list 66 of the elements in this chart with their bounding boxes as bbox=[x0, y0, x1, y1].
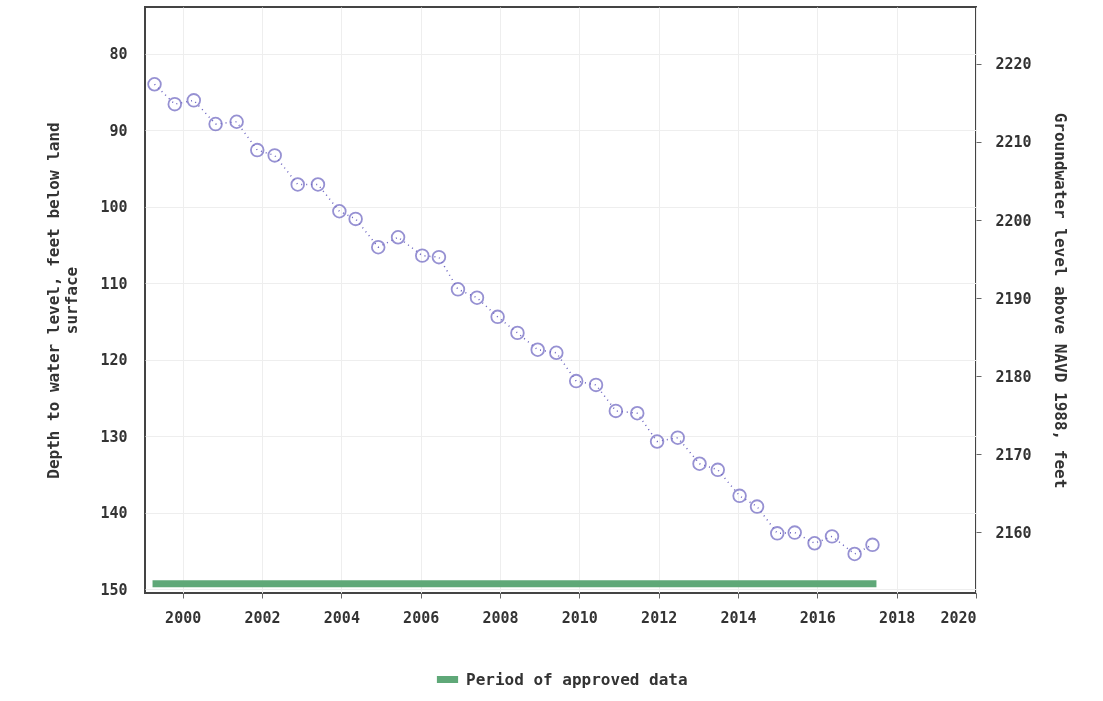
point bbox=[490, 309, 505, 325]
point bbox=[549, 345, 564, 360]
point bbox=[431, 249, 447, 265]
point bbox=[290, 177, 305, 192]
point bbox=[390, 230, 406, 245]
point bbox=[568, 373, 584, 389]
y-axis-title: Depth to water level, feet below land surface bbox=[44, 122, 82, 479]
x-tick-label: 2012 bbox=[641, 608, 678, 627]
point bbox=[630, 406, 645, 421]
point bbox=[824, 529, 840, 544]
y2-tick-label: 2220 bbox=[995, 55, 1032, 74]
point bbox=[865, 537, 880, 553]
point bbox=[732, 488, 747, 504]
x-tick-label: 2010 bbox=[561, 608, 598, 627]
y-tick-label: 130 bbox=[100, 427, 128, 446]
x-tick-label: 2000 bbox=[165, 608, 202, 627]
legend-label: Period of approved data bbox=[466, 669, 688, 689]
point bbox=[749, 499, 765, 514]
point bbox=[415, 248, 430, 263]
point bbox=[147, 77, 162, 92]
point bbox=[588, 377, 604, 393]
point bbox=[267, 148, 282, 163]
x-tick-label: 2008 bbox=[482, 608, 519, 627]
point bbox=[348, 211, 363, 227]
x-tick-label: 2004 bbox=[323, 608, 360, 627]
point bbox=[807, 536, 822, 551]
x-tick-label: 2018 bbox=[879, 608, 916, 627]
y2-tick-label: 2190 bbox=[995, 289, 1032, 308]
point bbox=[250, 142, 265, 158]
point bbox=[469, 290, 485, 305]
point bbox=[692, 456, 707, 471]
point bbox=[208, 116, 223, 132]
point bbox=[670, 430, 685, 445]
y2-tick-label: 2170 bbox=[995, 445, 1032, 464]
y-tick-label: 90 bbox=[109, 121, 128, 140]
y-tick-label: 120 bbox=[100, 351, 128, 370]
x-tick-label: 2016 bbox=[799, 608, 836, 627]
y-tick-label: 110 bbox=[100, 274, 128, 293]
point bbox=[510, 325, 525, 341]
x-tick-label: 2006 bbox=[403, 608, 440, 627]
point bbox=[186, 93, 202, 108]
y-tick-label: 80 bbox=[109, 45, 128, 64]
y2-tick-label: 2180 bbox=[995, 367, 1032, 386]
point bbox=[770, 526, 785, 541]
x-tick-label: 2002 bbox=[244, 608, 281, 627]
point bbox=[530, 342, 545, 357]
y-tick-label: 150 bbox=[100, 580, 128, 599]
y-tick-label: 140 bbox=[100, 504, 128, 523]
point bbox=[787, 525, 802, 540]
point bbox=[332, 204, 347, 219]
x-tick-label: 2020 bbox=[940, 608, 977, 627]
x-tick-label: 2014 bbox=[720, 608, 757, 627]
y2-axis-title: Groundwater level above NAVD 1988, feet bbox=[1050, 112, 1070, 489]
point bbox=[649, 434, 665, 449]
y2-tick-label: 2160 bbox=[995, 523, 1032, 542]
point bbox=[167, 96, 182, 112]
point bbox=[229, 114, 244, 129]
point bbox=[847, 546, 862, 562]
y2-tick-label: 2210 bbox=[995, 133, 1032, 152]
point bbox=[371, 240, 386, 255]
y2-tick-label: 2200 bbox=[995, 211, 1032, 230]
y-tick-label: 100 bbox=[100, 198, 128, 217]
point bbox=[608, 403, 624, 419]
point bbox=[450, 282, 466, 297]
point bbox=[710, 462, 725, 478]
point bbox=[310, 177, 326, 192]
